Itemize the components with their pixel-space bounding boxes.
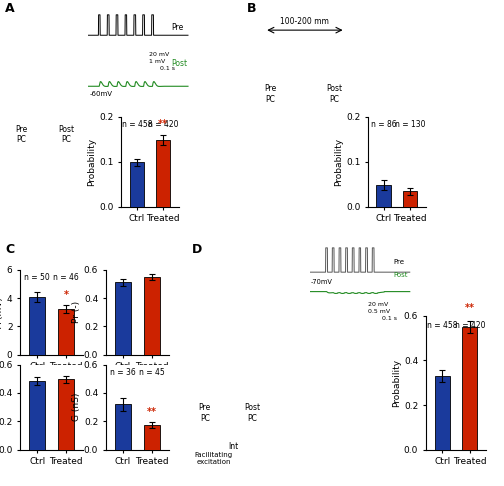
Text: n = 45: n = 45 [139,368,164,377]
Text: Facilitating
excitation: Facilitating excitation [195,451,233,465]
Bar [376,185,391,207]
Y-axis label: A (mV): A (mV) [0,297,4,328]
Text: n = 36: n = 36 [110,368,136,377]
Text: -60mV: -60mV [89,91,112,98]
Text: n = 130: n = 130 [395,120,425,129]
Bar [58,310,74,355]
Text: Post: Post [171,59,187,68]
Text: 1 mV: 1 mV [149,59,165,64]
Text: **: ** [465,303,475,313]
Text: **: ** [158,119,168,129]
Text: **: ** [147,406,157,417]
Text: Pre
PC: Pre PC [16,125,28,144]
Text: 0.5 mV: 0.5 mV [367,309,390,314]
Bar [435,376,450,450]
Text: Pre: Pre [171,23,183,32]
Text: n = 420: n = 420 [455,321,485,330]
Text: n = 86: n = 86 [371,120,397,129]
Bar [144,425,160,450]
Bar [144,277,160,355]
Y-axis label: Probability: Probability [334,138,343,186]
Text: B: B [247,2,257,16]
Y-axis label: Probability: Probability [392,359,401,407]
Y-axis label: G (nS): G (nS) [72,393,81,421]
Bar [156,140,170,207]
Text: Pre
PC: Pre PC [264,84,276,104]
Text: Post: Post [393,272,408,278]
Y-axis label: Pr (-): Pr (-) [72,301,81,323]
Text: 20 mV: 20 mV [367,302,388,307]
Text: 20 mV: 20 mV [149,52,169,57]
Bar [58,380,74,450]
Y-axis label: Probability: Probability [87,138,96,186]
Text: D: D [192,243,202,256]
Text: C: C [5,243,14,256]
Text: Post
PC: Post PC [326,84,342,104]
Bar [115,282,131,355]
Text: 0.1 s: 0.1 s [160,66,175,71]
Bar [29,381,45,450]
Text: Int: Int [228,442,239,451]
Text: Pre
PC: Pre PC [199,403,211,423]
Text: *: * [64,290,69,300]
Text: 100-200 mm: 100-200 mm [281,17,329,26]
Text: 0.1 s: 0.1 s [382,316,397,321]
Text: n = 458: n = 458 [427,321,458,330]
Bar [29,296,45,355]
Text: Post
PC: Post PC [244,403,261,423]
Bar [130,162,144,207]
Bar [462,327,477,450]
Text: Post
PC: Post PC [58,125,74,144]
Bar [115,404,131,450]
Text: n = 458: n = 458 [121,120,152,129]
Text: n = 46: n = 46 [53,273,79,282]
Text: n = 50: n = 50 [25,273,50,282]
Text: -70mV: -70mV [311,279,333,285]
Text: A: A [5,2,15,16]
Text: Pre: Pre [393,260,404,265]
Text: n = 420: n = 420 [148,120,178,129]
Bar [403,191,417,207]
